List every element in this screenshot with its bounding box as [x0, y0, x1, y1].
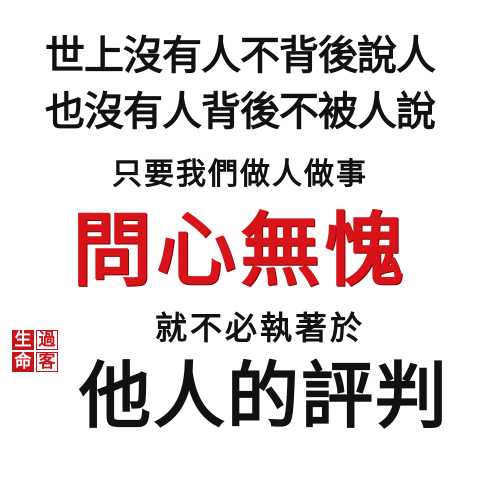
text-line-6: 他人的評判 — [78, 353, 449, 438]
seal-char: 客 — [36, 352, 58, 372]
seal-char: 過 — [36, 330, 58, 350]
seal-stamp: 生 過 命 客 — [12, 330, 60, 374]
text-line-5: 就不必執著於 — [154, 309, 365, 347]
text-line-1: 世上沒有人不背後說人 — [45, 32, 436, 79]
highlight-text: 問心無愧 — [72, 203, 408, 297]
seal-char: 生 — [12, 330, 34, 350]
seal-char: 命 — [12, 352, 34, 372]
text-line-2: 也沒有人背後不被人說 — [45, 88, 436, 135]
text-line-3: 只要我們做人做事 — [112, 157, 368, 192]
